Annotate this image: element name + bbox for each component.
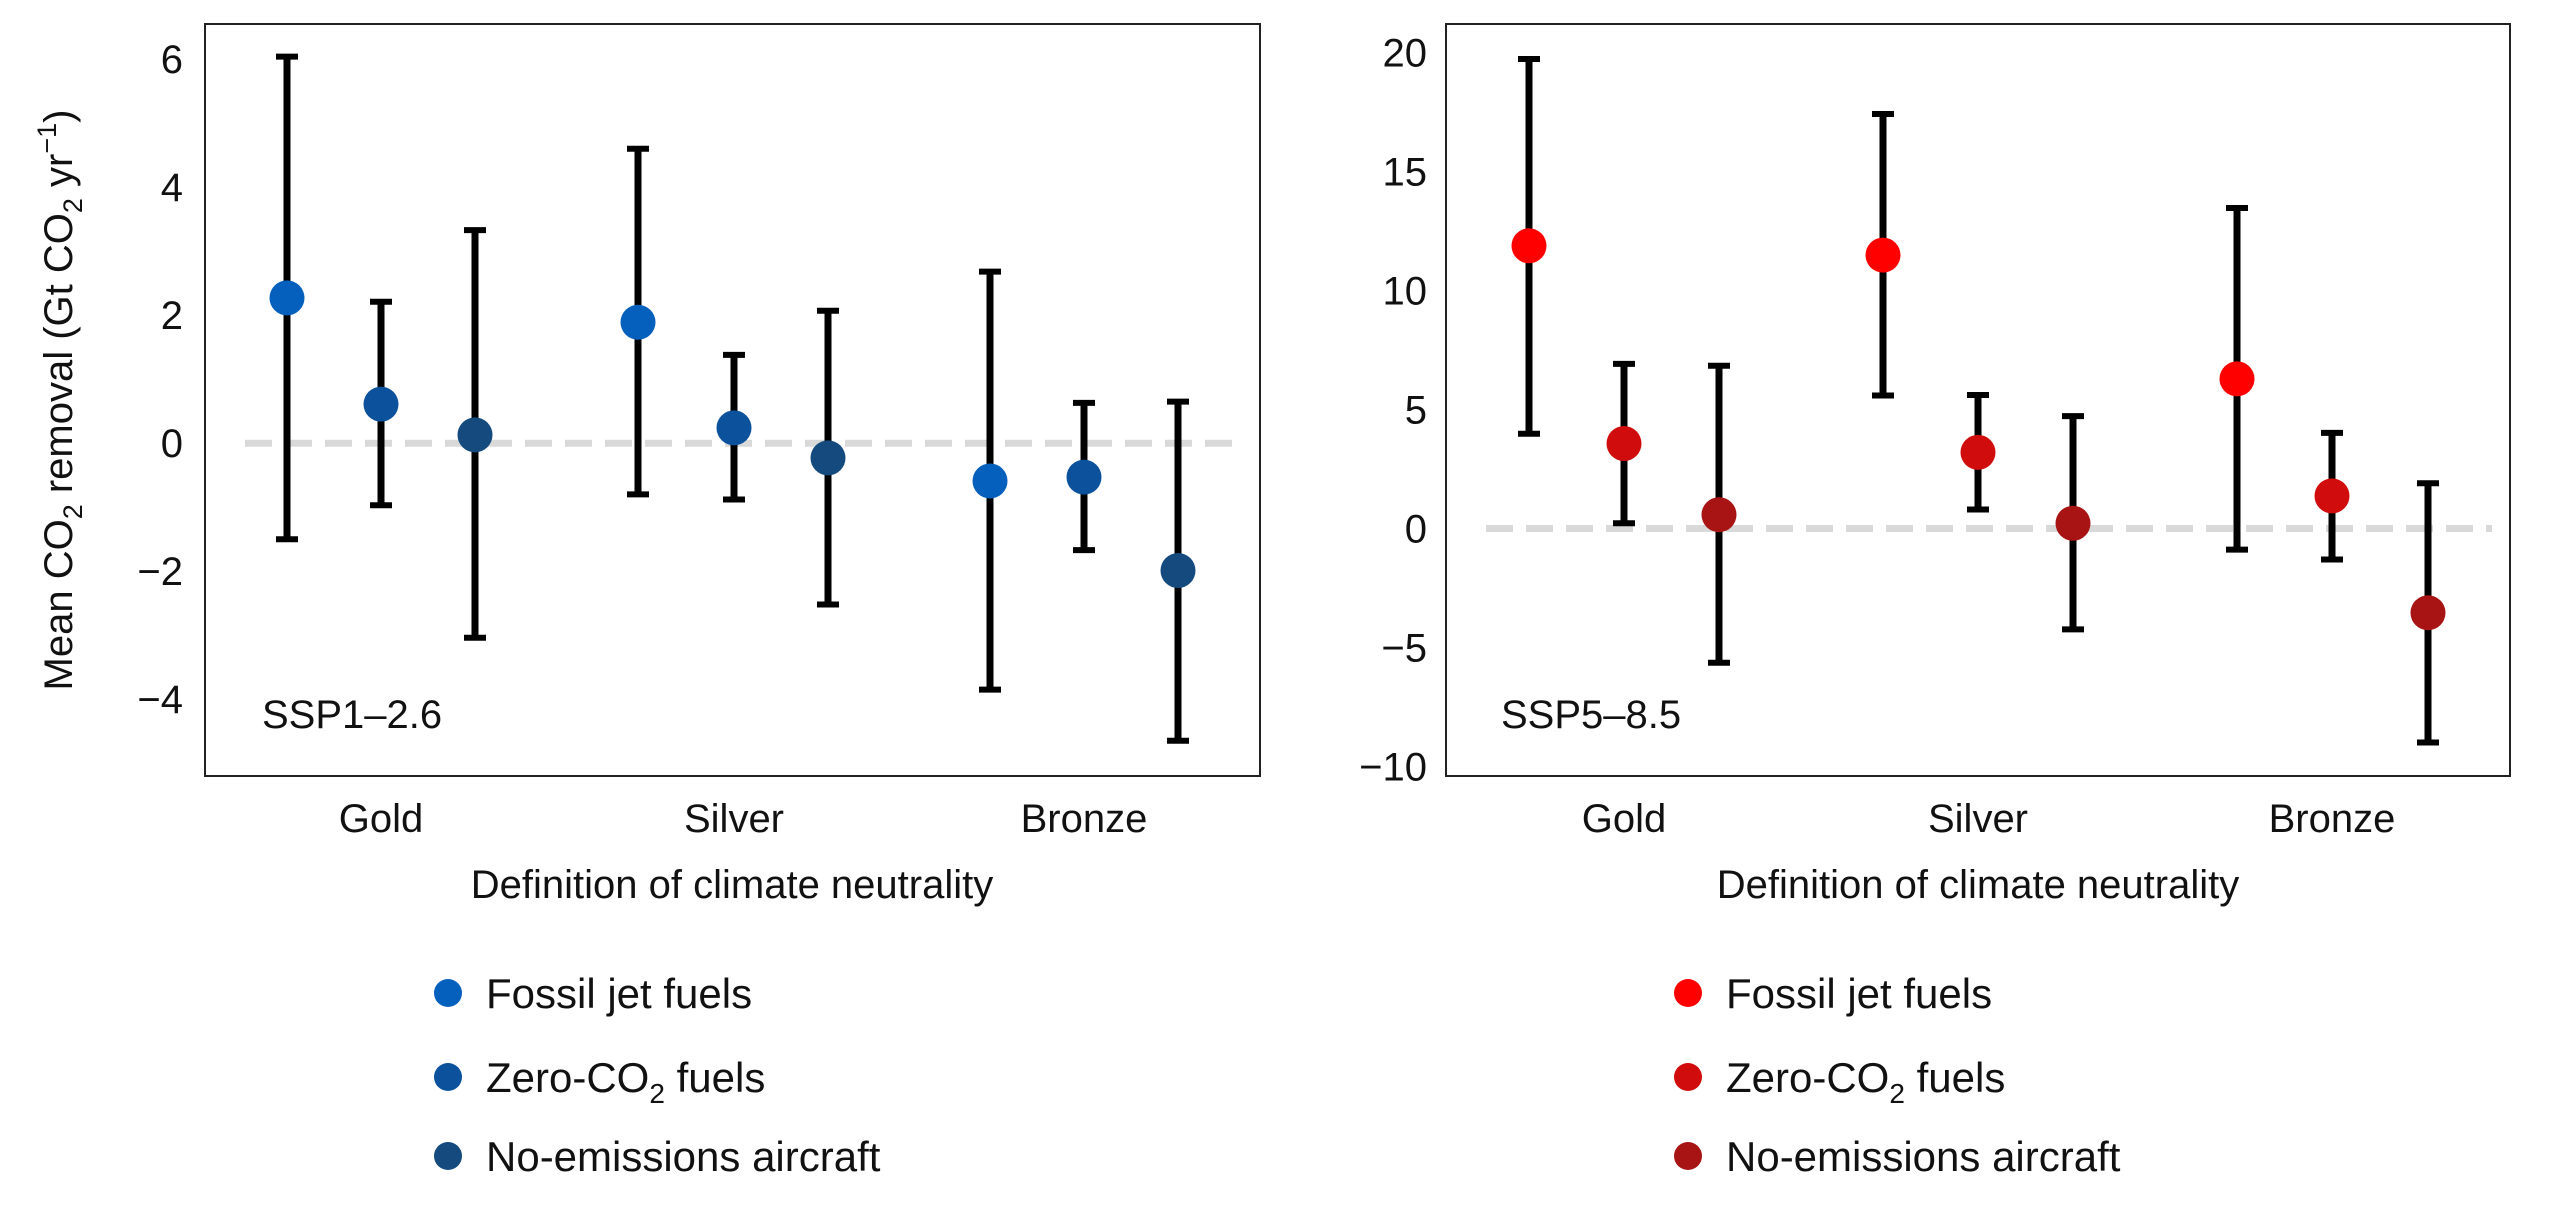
left-x-tick-label: Silver [684, 797, 784, 841]
right-x-tick-label: Silver [1928, 797, 2028, 841]
right-y-tick-label: 5 [1405, 389, 1427, 433]
right-point [1701, 497, 1737, 533]
left-point [972, 463, 1008, 499]
left-y-tick-label: 6 [161, 38, 183, 82]
left-plot-frame [204, 23, 1261, 777]
left-point [1160, 553, 1196, 589]
right-point [2219, 361, 2255, 397]
left-x-tick-label: Bronze [1021, 797, 1148, 841]
right-x-tick-label: Bronze [2269, 797, 2396, 841]
right-y-tick-label: 10 [1383, 270, 1428, 314]
left-legend-marker [434, 1142, 462, 1170]
right-point [2055, 505, 2091, 541]
left-point [1066, 459, 1102, 495]
left-point [457, 417, 493, 453]
right-point [2314, 478, 2350, 514]
right-plot-frame [1445, 23, 2511, 777]
right-y-tick-label: 15 [1383, 151, 1428, 195]
right-plot: 20 15 10 5 0 −5 −10 Gold Silver Bronze Fossil jet … [1359, 23, 2511, 1180]
left-legend-label: Zero-CO2 fuels [486, 1054, 765, 1109]
left-panel-label: SSP1–2.6 [262, 693, 442, 737]
left-x-axis-label: Definition of climate neutrality [471, 863, 993, 907]
right-panel: SSP5–8.5 Definition of climate neutralit… [1501, 693, 2239, 907]
left-legend-label: Fossil jet fuels [486, 970, 752, 1017]
left-legend-marker [434, 1063, 462, 1091]
left-y-tick-label: 4 [161, 166, 183, 210]
left-point [620, 304, 656, 340]
right-point [1606, 426, 1642, 462]
right-x-axis-label: Definition of climate neutrality [1717, 863, 2239, 907]
left-point [363, 386, 399, 422]
right-point [1960, 434, 1996, 470]
right-legend-marker [1674, 1142, 1702, 1170]
left-point [716, 410, 752, 446]
right-y-tick-label: −10 [1359, 745, 1427, 789]
left-point [269, 280, 305, 316]
right-legend-label: Zero-CO2 fuels [1726, 1054, 2005, 1109]
right-point [2410, 595, 2446, 631]
right-x-tick-label: Gold [1582, 797, 1667, 841]
right-y-tick-label: −5 [1381, 626, 1427, 670]
right-y-tick-label: 0 [1405, 508, 1427, 552]
left-panel: Mean CO2 removal (Gt CO2 yr−1) SSP1–2.6 … [32, 110, 993, 907]
left-y-tick-label: 0 [161, 422, 183, 466]
left-y-tick-label: −2 [137, 550, 183, 594]
left-y-tick-label: −4 [137, 678, 183, 722]
left-point [810, 440, 846, 476]
left-y-axis-label: Mean CO2 removal (Gt CO2 yr−1) [32, 110, 88, 691]
left-legend-label: No-emissions aircraft [486, 1133, 881, 1180]
right-y-tick-label: 20 [1383, 32, 1428, 76]
right-legend-marker [1674, 979, 1702, 1007]
left-y-tick-label: 2 [161, 294, 183, 338]
left-x-tick-label: Gold [339, 797, 424, 841]
right-legend-label: Fossil jet fuels [1726, 970, 1992, 1017]
right-point [1511, 228, 1547, 264]
right-legend-marker [1674, 1063, 1702, 1091]
left-plot: 6 4 2 0 −2 −4 Gold Silver Bronze Fossil jet fuels… [137, 23, 1261, 1180]
right-point [1865, 237, 1901, 273]
left-legend-marker [434, 979, 462, 1007]
right-panel-label: SSP5–8.5 [1501, 693, 1681, 737]
right-legend-label: No-emissions aircraft [1726, 1133, 2121, 1180]
